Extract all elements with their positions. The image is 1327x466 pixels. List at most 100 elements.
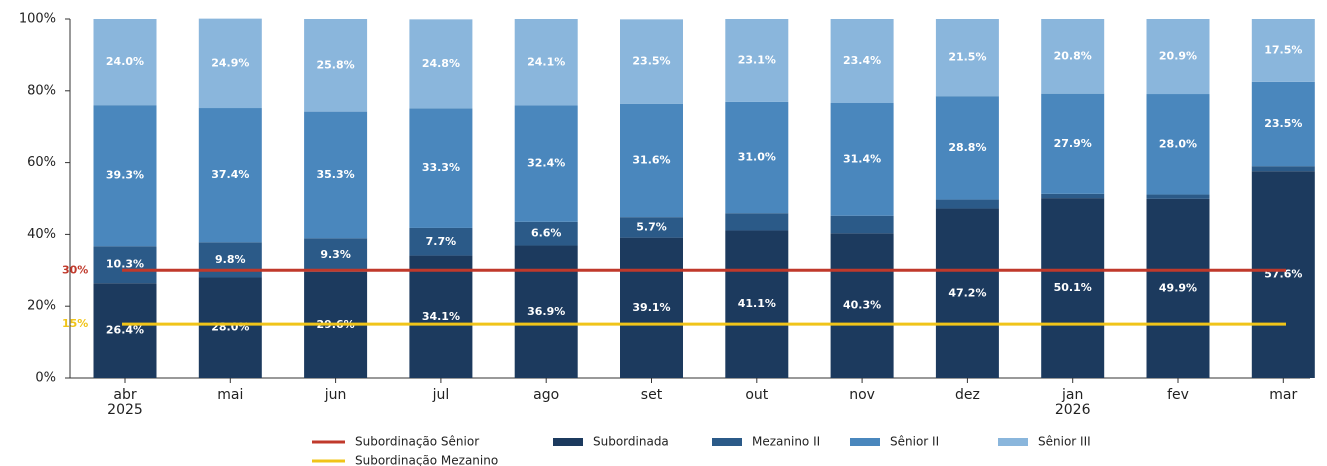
value-label: 17.5%	[1264, 43, 1302, 56]
x-tick-label: jul	[432, 387, 450, 403]
legend-label: Sênior II	[890, 435, 939, 449]
x-tick-label: abr 2025	[107, 387, 143, 418]
bar-segment	[1251, 81, 1315, 167]
bar-segment	[1041, 93, 1105, 194]
value-label: 31.4%	[843, 152, 881, 165]
value-label: 37.4%	[211, 168, 249, 181]
bar-segment	[725, 230, 789, 378]
bar-segment	[304, 19, 368, 112]
bar-segment	[1146, 198, 1210, 378]
y-tick-label: 80%	[27, 83, 56, 98]
bar-segment	[935, 96, 999, 200]
x-tick-label: ago	[533, 387, 560, 403]
value-label: 50.1%	[1054, 281, 1092, 294]
legend-swatch	[712, 438, 742, 446]
value-label: 36.9%	[527, 305, 565, 318]
bar-segment	[514, 221, 578, 246]
bar-segment	[409, 108, 473, 228]
bar-segment	[725, 19, 789, 102]
y-tick-label: 20%	[27, 299, 56, 314]
x-tick-label: jan 2026	[1054, 387, 1091, 418]
legend-swatch	[850, 438, 880, 446]
legend-label: Mezanino II	[752, 435, 820, 449]
value-label: 23.5%	[632, 55, 670, 68]
value-label: 7.7%	[426, 235, 457, 248]
value-label: 31.0%	[738, 151, 776, 164]
value-label: 24.9%	[211, 56, 249, 69]
bar-segment	[514, 19, 578, 106]
reference-label: 15%	[62, 317, 88, 330]
x-tick-label: fev	[1167, 387, 1189, 403]
bar-segment	[198, 277, 262, 378]
value-label: 40.3%	[843, 299, 881, 312]
bar-segment	[1041, 193, 1105, 199]
bar-segment	[409, 255, 473, 378]
value-label: 41.1%	[738, 297, 776, 310]
value-label: 5.7%	[636, 220, 667, 233]
value-label: 34.1%	[422, 310, 460, 323]
bar-segment	[1146, 194, 1210, 199]
bar-segment	[1146, 94, 1210, 195]
x-tick-label: mai	[217, 387, 244, 403]
bar-segment	[620, 217, 683, 238]
x-tick-label: mar	[1269, 387, 1298, 403]
value-label: 6.6%	[531, 227, 562, 240]
x-tick-label: nov	[849, 387, 875, 403]
legend-swatch	[553, 438, 583, 446]
value-label: 20.8%	[1054, 49, 1092, 62]
legend-label: Subordinação Sênior	[355, 435, 479, 449]
value-label: 27.9%	[1054, 137, 1092, 150]
bar-segment	[830, 19, 894, 104]
legend-label: Subordinada	[593, 435, 669, 449]
value-label: 47.2%	[948, 286, 986, 299]
y-tick-label: 40%	[27, 227, 56, 242]
value-label: 10.3%	[106, 258, 144, 271]
x-tick-label: out	[745, 387, 769, 403]
legend-swatch	[998, 438, 1028, 446]
bar-segment	[1251, 171, 1315, 378]
reference-label: 30%	[62, 263, 88, 276]
bar-segment	[93, 19, 157, 106]
bar-segment	[725, 101, 789, 214]
legend-label: Sênior III	[1038, 435, 1091, 449]
value-label: 28.8%	[948, 141, 986, 154]
y-tick-label: 0%	[35, 371, 56, 386]
bar-segment	[830, 233, 894, 378]
x-tick-label: jun	[324, 387, 347, 403]
bar-segment	[1251, 19, 1315, 82]
bar-segment	[1251, 166, 1315, 172]
x-tick-label: set	[640, 387, 663, 403]
value-label: 21.5%	[948, 51, 986, 64]
bar-segment	[304, 238, 368, 272]
value-label: 23.4%	[843, 54, 881, 67]
bar-segment	[409, 227, 473, 256]
bar-segment	[935, 208, 999, 378]
bar-segment	[830, 215, 894, 234]
value-label: 35.3%	[317, 168, 355, 181]
x-tick-label: dez	[954, 387, 980, 403]
bar-segment	[93, 246, 157, 284]
value-label: 24.1%	[527, 55, 565, 68]
bar-segment	[93, 105, 157, 247]
value-label: 23.1%	[738, 53, 776, 66]
bar-segment	[1146, 19, 1210, 95]
y-tick-label: 60%	[27, 155, 56, 170]
value-label: 49.9%	[1159, 281, 1197, 294]
value-label: 28.0%	[1159, 137, 1197, 150]
legend-label: Subordinação Mezanino	[355, 454, 498, 466]
bar-segment	[198, 18, 262, 109]
bar-segment	[1041, 198, 1105, 378]
bar-segment	[935, 19, 999, 97]
bar-segment	[725, 213, 789, 231]
value-label: 20.9%	[1159, 50, 1197, 63]
bar-segment	[198, 108, 262, 243]
value-label: 9.3%	[320, 248, 351, 261]
bar-segment	[304, 111, 368, 239]
bar-segment	[620, 103, 683, 218]
value-label: 23.5%	[1264, 117, 1302, 130]
y-tick-label: 100%	[19, 12, 56, 27]
bar-segment	[620, 237, 683, 378]
value-label: 39.1%	[632, 301, 670, 314]
